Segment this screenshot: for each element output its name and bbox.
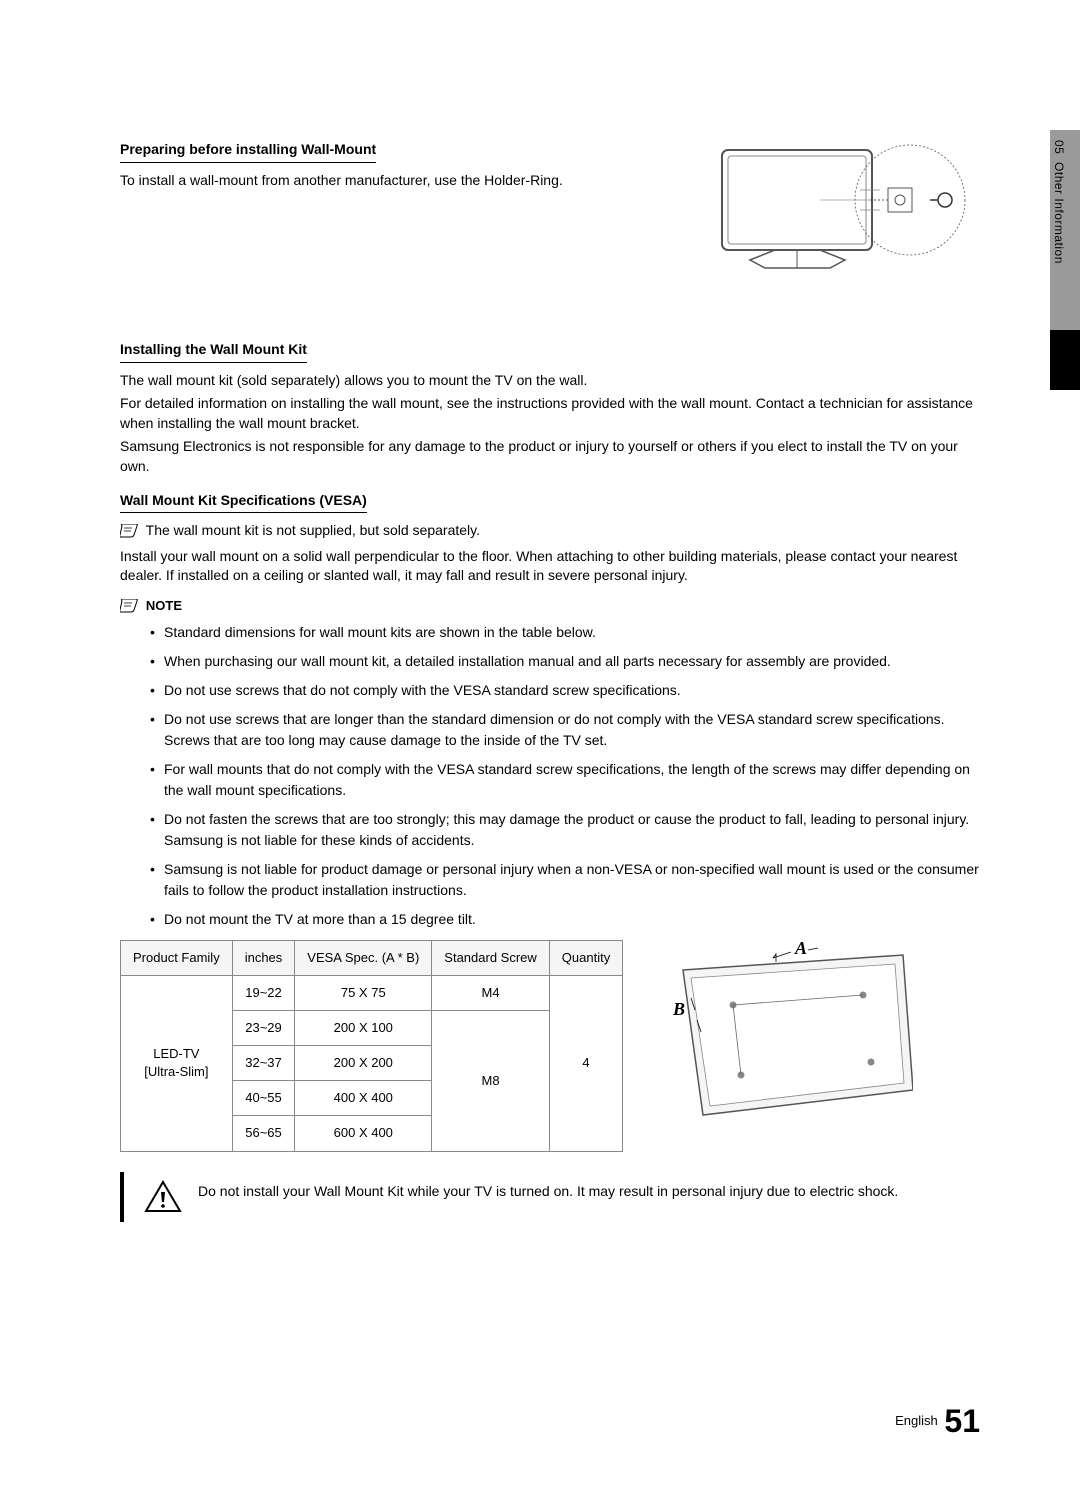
th-screw: Standard Screw	[432, 940, 550, 975]
bullet-item: Do not mount the TV at more than a 15 de…	[150, 909, 980, 930]
vesa-spec-table: Product Family inches VESA Spec. (A * B)…	[120, 940, 623, 1152]
heading-installing: Installing the Wall Mount Kit	[120, 340, 307, 363]
cell-inches: 40~55	[232, 1081, 295, 1116]
section-installing: Installing the Wall Mount Kit The wall m…	[120, 340, 980, 477]
note-top-line: The wall mount kit is not supplied, but …	[120, 521, 980, 541]
note-top-text: The wall mount kit is not supplied, but …	[146, 522, 480, 538]
label-a: A	[794, 940, 807, 958]
cell-inches: 56~65	[232, 1116, 295, 1151]
section-preparing: Preparing before installing Wall-Mount T…	[120, 140, 980, 310]
th-family: Product Family	[121, 940, 233, 975]
table-diagram-row: Product Family inches VESA Spec. (A * B)…	[120, 940, 980, 1152]
bullet-item: Standard dimensions for wall mount kits …	[150, 622, 980, 643]
installing-p2: For detailed information on installing t…	[120, 394, 980, 433]
note-label: NOTE	[146, 598, 182, 613]
cell-family: LED-TV [Ultra-Slim]	[121, 975, 233, 1151]
warning-text: Do not install your Wall Mount Kit while…	[198, 1180, 898, 1202]
cell-vesa: 400 X 400	[295, 1081, 432, 1116]
cell-inches: 23~29	[232, 1010, 295, 1045]
footer-lang: English	[895, 1413, 938, 1428]
cell-vesa: 75 X 75	[295, 975, 432, 1010]
cell-vesa: 200 X 200	[295, 1046, 432, 1081]
th-qty: Quantity	[549, 940, 622, 975]
installing-p3: Samsung Electronics is not responsible f…	[120, 437, 980, 476]
warning-icon	[144, 1180, 182, 1214]
cell-screw: M8	[432, 1010, 550, 1151]
th-inches: inches	[232, 940, 295, 975]
bullet-item: For wall mounts that do not comply with …	[150, 759, 980, 801]
cell-vesa: 600 X 400	[295, 1116, 432, 1151]
tv-vesa-diagram: A B	[653, 940, 913, 1120]
text-preparing: To install a wall-mount from another man…	[120, 171, 700, 191]
installing-p1: The wall mount kit (sold separately) all…	[120, 371, 980, 391]
note-icon	[120, 524, 138, 538]
heading-preparing: Preparing before installing Wall-Mount	[120, 140, 376, 163]
cell-screw: M4	[432, 975, 550, 1010]
footer-page-number: 51	[944, 1403, 980, 1439]
bullet-item: When purchasing our wall mount kit, a de…	[150, 651, 980, 672]
table-header-row: Product Family inches VESA Spec. (A * B)…	[121, 940, 623, 975]
heading-specs: Wall Mount Kit Specifications (VESA)	[120, 491, 367, 514]
holder-ring-diagram	[720, 140, 980, 310]
bullet-item: Do not use screws that are longer than t…	[150, 709, 980, 751]
cell-inches: 32~37	[232, 1046, 295, 1081]
note-icon	[120, 599, 138, 613]
warning-box: Do not install your Wall Mount Kit while…	[120, 1172, 980, 1222]
bullet-item: Do not fasten the screws that are too st…	[150, 809, 980, 851]
label-b: B	[672, 999, 685, 1019]
cell-qty: 4	[549, 975, 622, 1151]
page-footer: English 51	[895, 1399, 980, 1444]
cell-inches: 19~22	[232, 975, 295, 1010]
specs-bullet-list: Standard dimensions for wall mount kits …	[120, 622, 980, 930]
cell-vesa: 200 X 100	[295, 1010, 432, 1045]
specs-body: Install your wall mount on a solid wall …	[120, 547, 980, 586]
bullet-item: Do not use screws that do not comply wit…	[150, 680, 980, 701]
bullet-item: Samsung is not liable for product damage…	[150, 859, 980, 901]
section-specs: Wall Mount Kit Specifications (VESA) The…	[120, 491, 980, 1222]
th-vesa: VESA Spec. (A * B)	[295, 940, 432, 975]
note-heading-line: NOTE	[120, 596, 980, 616]
table-row: LED-TV [Ultra-Slim] 19~22 75 X 75 M4 4	[121, 975, 623, 1010]
page-content: Preparing before installing Wall-Mount T…	[0, 0, 1080, 1282]
